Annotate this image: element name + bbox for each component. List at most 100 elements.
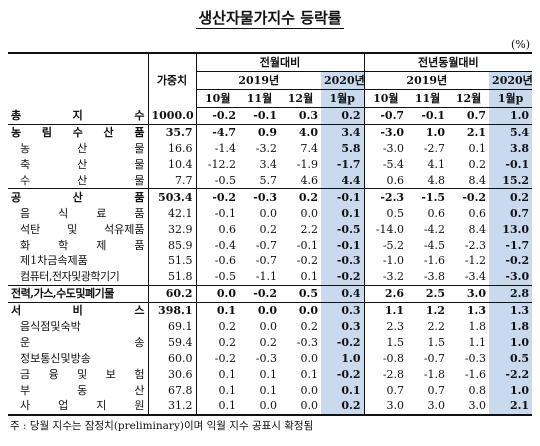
mom-cell: -0.5 <box>214 174 236 187</box>
header-dec: 12월 <box>448 89 490 108</box>
yoy-cell: -0.7 <box>423 351 446 365</box>
table-row: 부 동 산 67.8 0.1 0.1 0.0 0.1 0.7 0.7 0.8 1.0 <box>8 382 533 399</box>
yoy-cell: 2.2 <box>427 320 446 334</box>
yoy-cell: 0.1 <box>468 142 487 156</box>
table-row: 제1차금속제품 51.5 -0.6 -0.7 -0.2 -0.3 -1.0 -1.6 -1.2-… <box>8 253 533 269</box>
yoy-cell: -3.8 <box>423 270 446 284</box>
mom-cell: 0.0 <box>239 301 280 319</box>
header-jan: 1월p <box>321 89 365 108</box>
weight-cell: 16.6 <box>148 140 197 157</box>
mom-cell: 4.0 <box>280 123 321 141</box>
mom-cell: 0.1 <box>259 367 278 381</box>
header-nov: 11월 <box>407 89 449 108</box>
mom-cell: -0.2 <box>196 188 239 206</box>
yoy-cell: 0.5 <box>386 206 405 220</box>
row-label: 금 융 및 보 험 <box>8 366 149 383</box>
row-label: 음식점및숙박 <box>8 318 149 335</box>
yoy-cell: -14.0 <box>375 222 405 236</box>
mom-cell: 0.4 <box>321 284 365 303</box>
table-row: 수 산 물 7.7 -0.5 5.7 4.6 4.4 0.6 4.8 8.4 15.2 <box>8 172 533 189</box>
header-2020-mom: 2020년 <box>321 71 365 90</box>
yoy-cell: 0.7 <box>466 109 487 123</box>
mom-cell: 0.0 <box>259 320 278 334</box>
yoy-cell: -3.0 <box>364 123 408 141</box>
weight-cell: 42.1 <box>148 205 197 222</box>
header-2019-mom: 2019년 <box>196 71 321 90</box>
mom-cell: -1.1 <box>255 270 277 284</box>
mom-cell: 0.0 <box>300 383 319 397</box>
yoy-cell: 2.3 <box>386 320 405 334</box>
row-label: 컴퓨터,전자및광학기기 <box>8 268 149 286</box>
weight-cell: 7.7 <box>148 172 197 189</box>
row-label: 정보통신및방송 <box>8 350 149 367</box>
mom-cell: -3.2 <box>255 142 277 156</box>
row-label: 전력,가스,수도및폐기물 <box>8 284 149 303</box>
weight-cell: 59.4 <box>148 334 197 351</box>
mom-cell: 0.2 <box>280 188 321 206</box>
table-row: 축 산 물 10.4 -12.2 3.4 -1.9 -1.7 -5.4 4.1 0.2 -0.1 <box>8 156 533 173</box>
row-label: 서 비 스 <box>8 301 149 319</box>
table-row: 서 비 스 398.1 0.1 0.0 0.0 0.3 1.1 1.2 1.3 1.3 <box>8 301 533 319</box>
mom-cell: 0.1 <box>218 367 237 381</box>
yoy-cell: -3.2 <box>382 270 405 284</box>
table-row: 농 산 물 16.6 -1.4 -3.2 7.4 5.8 -3.0 -2.7 0.1 3.8 <box>8 140 533 157</box>
row-label: 공 산 품 <box>8 188 149 206</box>
mom-cell: 4.6 <box>300 174 319 187</box>
yoy-cell: 3.8 <box>489 140 533 157</box>
yoy-cell: -2.2 <box>489 366 533 383</box>
mom-cell: -1.4 <box>214 142 236 156</box>
header-dec: 12월 <box>280 89 321 108</box>
yoy-cell: -4.5 <box>423 238 446 252</box>
mom-cell: -0.3 <box>239 188 280 206</box>
yoy-cell: 0.2 <box>489 188 533 206</box>
mom-cell: -4.7 <box>196 123 239 141</box>
yoy-cell: -0.3 <box>464 351 487 365</box>
page-title: 생산자물가지수 등락률 <box>196 9 344 29</box>
yoy-cell: 0.8 <box>468 383 487 397</box>
mom-cell: -0.6 <box>214 254 236 268</box>
mom-cell: 0.1 <box>321 205 365 222</box>
yoy-cell: 1.5 <box>427 335 446 349</box>
mom-cell: 5.8 <box>321 140 365 157</box>
mom-cell: 0.0 <box>300 206 319 220</box>
weight-cell: 51.8 <box>148 268 197 286</box>
header-yoy: 전년동월대비 <box>364 52 533 72</box>
yoy-cell: 1.5 <box>386 335 405 349</box>
mom-cell: 0.1 <box>259 383 278 397</box>
mom-cell: -0.2 <box>321 334 365 351</box>
yoy-cell: -1.8 <box>423 367 446 381</box>
yoy-cell: 0.7 <box>489 205 533 222</box>
mom-cell: 5.7 <box>259 174 278 187</box>
weight-cell: 60.2 <box>148 284 197 303</box>
header-2019-yoy: 2019년 <box>364 71 490 90</box>
yoy-cell: 1.8 <box>468 320 487 334</box>
mom-cell: -0.3 <box>321 253 365 269</box>
table-row: 금 융 및 보 험 30.6 0.1 0.1 0.1 -0.2 -2.8 -1.8 -1.6 -2… <box>8 366 533 383</box>
header-jan: 1월p <box>489 89 533 108</box>
header-mom: 전월대비 <box>196 52 365 72</box>
row-label: 사 업 지 원 <box>8 398 149 416</box>
table-row: 사 업 지 원 31.2 0.1 0.0 0.0 0.2 3.0 3.0 3.0 2.1 <box>8 398 533 416</box>
yoy-cell: 2.5 <box>407 284 449 303</box>
row-label: 수 산 물 <box>8 172 149 189</box>
yoy-cell: -1.5 <box>407 188 449 206</box>
header-2020-yoy: 2020년 <box>489 71 533 90</box>
yoy-cell: 1.1 <box>468 335 487 349</box>
yoy-cell: 5.4 <box>489 123 533 141</box>
mom-cell: -0.1 <box>321 237 365 254</box>
header-oct: 10월 <box>196 89 239 108</box>
mom-cell: 0.0 <box>280 301 321 319</box>
mom-cell: 7.4 <box>300 142 319 156</box>
table-row: 전력,가스,수도및폐기물 60.2 0.0 -0.2 0.5 0.4 2.6 2.5 3.0 2.… <box>8 284 533 303</box>
yoy-cell: 1.0 <box>489 107 533 125</box>
weight-cell: 51.5 <box>148 253 197 269</box>
mom-cell: 0.2 <box>259 335 278 349</box>
weight-cell: 30.6 <box>148 366 197 383</box>
mom-cell: 0.6 <box>218 222 237 236</box>
mom-cell: -0.3 <box>296 335 318 349</box>
mom-cell: 0.5 <box>280 284 321 303</box>
row-label: 부 동 산 <box>8 382 149 399</box>
yoy-cell: 0.7 <box>386 383 405 397</box>
mom-cell: 0.0 <box>259 206 278 220</box>
table-row: 농 림 수 산 품 35.7 -4.7 0.9 4.0 3.4 -3.0 1.0 2.1 5.4 <box>8 123 533 141</box>
